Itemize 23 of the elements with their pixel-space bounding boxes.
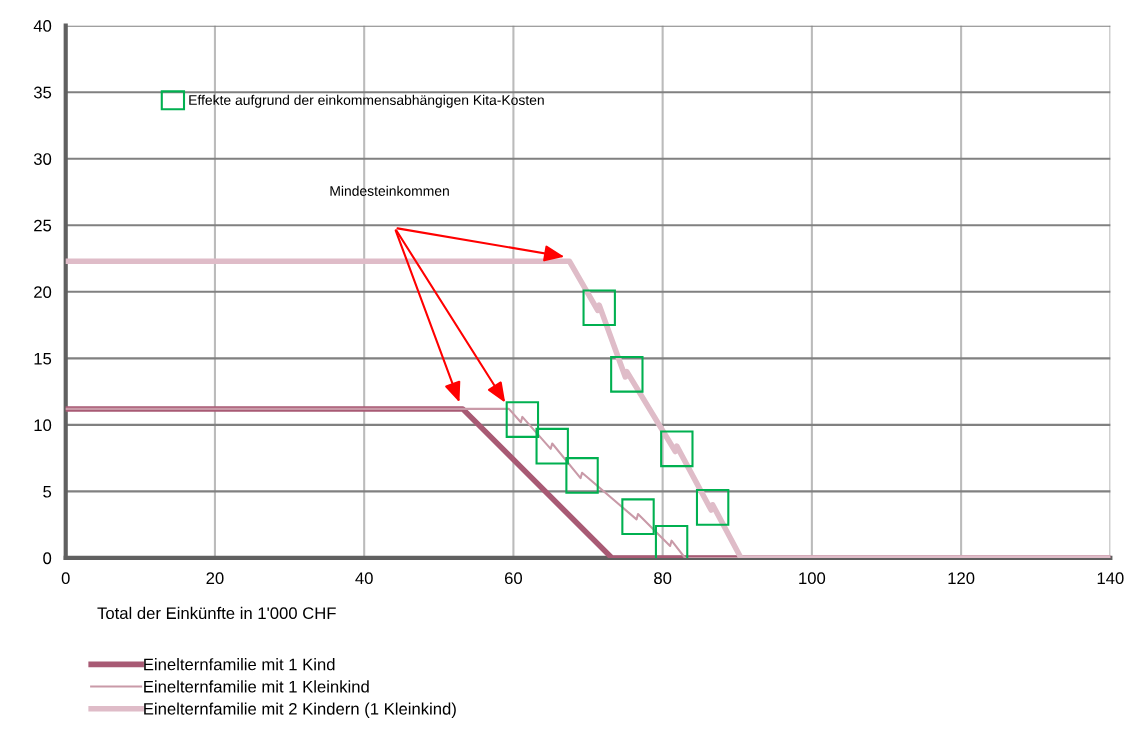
y-tick-label: 10 <box>34 419 52 432</box>
y-tick-label: 15 <box>34 352 52 365</box>
legend-label: Einelternfamilie mit 1 Kind <box>144 658 335 671</box>
x-axis-title: Total der Einkünfte in 1'000 CHF <box>97 606 336 620</box>
y-tick-label: 35 <box>33 86 52 99</box>
x-tick-label: 100 <box>799 572 826 585</box>
x-tick-label: 140 <box>1097 572 1124 585</box>
y-tick-label: 0 <box>43 552 52 565</box>
y-tick-label: 25 <box>34 219 52 232</box>
x-tick-label: 0 <box>61 572 70 585</box>
y-tick-label: 20 <box>34 286 52 299</box>
x-tick-label: 120 <box>948 572 975 585</box>
x-tick-label: 60 <box>504 572 523 585</box>
legend-label: Einelternfamilie mit 2 Kindern (1 Kleinkind) <box>144 702 456 719</box>
x-tick-label: 40 <box>355 572 373 585</box>
legend-label: Einelternfamilie mit 1 Kleinkind <box>144 680 369 693</box>
y-tick-label: 5 <box>43 485 52 498</box>
annotation: Mindesteinkommen <box>330 185 449 196</box>
y-tick-label: 30 <box>33 153 52 165</box>
x-tick-label: 80 <box>654 572 672 585</box>
x-tick-label: 20 <box>206 572 224 585</box>
annotation: Effekte aufgrund der einkommensabhängigen Kita-Kosten <box>189 94 544 108</box>
y-tick-label: 40 <box>33 20 52 32</box>
